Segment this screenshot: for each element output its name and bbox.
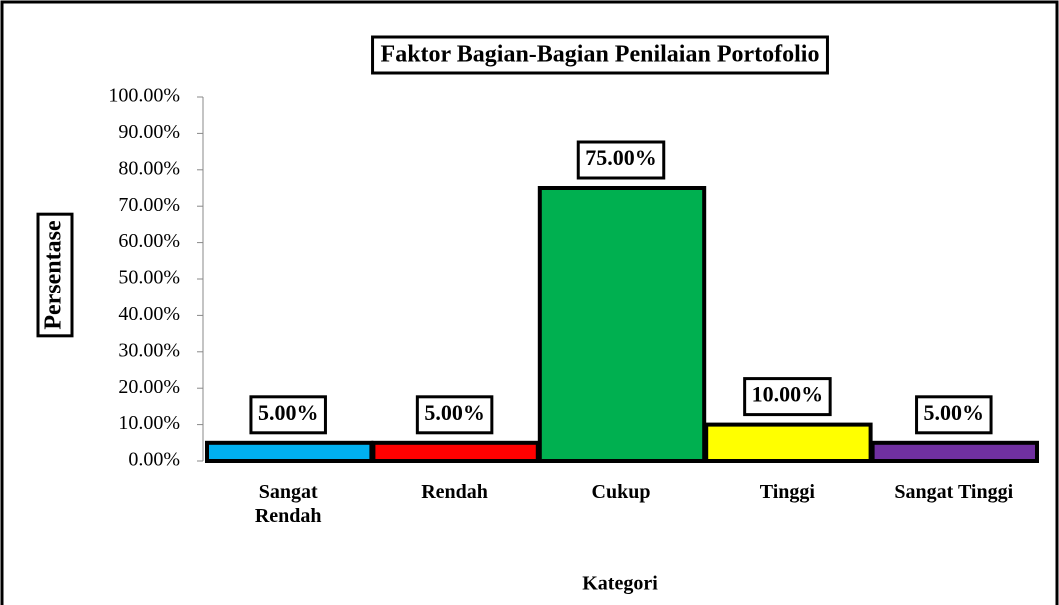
- data-label-box: [249, 395, 327, 435]
- x-axis-label: Kategori: [582, 573, 658, 595]
- bar: [870, 440, 1039, 463]
- x-tick-label: Tinggi: [759, 481, 815, 503]
- bar: [704, 422, 873, 464]
- data-label-box: [415, 395, 494, 435]
- data-label-box: [915, 395, 993, 435]
- bar: [371, 440, 540, 463]
- y-tick-label: 60.00%: [118, 230, 180, 252]
- data-label: 75.00%: [585, 145, 657, 170]
- x-tick-label: Sangat Tinggi: [894, 481, 1014, 503]
- y-tick-label: 40.00%: [118, 303, 180, 325]
- x-tick-label: Cukup: [591, 481, 651, 503]
- y-label-box: [36, 212, 74, 338]
- y-tick-label: 20.00%: [118, 376, 180, 398]
- y-tick-label: 100.00%: [108, 85, 180, 107]
- y-tick-label: 80.00%: [118, 157, 180, 179]
- y-tick-label: 70.00%: [118, 194, 180, 216]
- x-tick-label: Rendah: [421, 481, 488, 503]
- y-tick-label: 10.00%: [118, 412, 180, 434]
- data-label: 5.00%: [924, 400, 985, 425]
- y-tick-label: 0.00%: [128, 449, 180, 471]
- y-tick-label: 30.00%: [118, 339, 180, 361]
- chart-title: Faktor Bagian-Bagian Penilaian Portofoli…: [381, 42, 820, 68]
- data-label-box: [743, 377, 832, 417]
- y-tick-label: 50.00%: [118, 267, 180, 289]
- y-tick-label: 90.00%: [118, 121, 180, 143]
- bar: [537, 186, 707, 463]
- bar: [205, 440, 374, 463]
- data-label: 10.00%: [752, 382, 824, 407]
- data-label: 5.00%: [258, 400, 319, 425]
- x-tick-label: Sangat Rendah: [254, 481, 322, 527]
- data-label-box: [576, 140, 666, 180]
- y-axis-label: Persentase: [41, 220, 67, 330]
- data-label: 5.00%: [424, 400, 485, 425]
- title-box: [371, 35, 829, 75]
